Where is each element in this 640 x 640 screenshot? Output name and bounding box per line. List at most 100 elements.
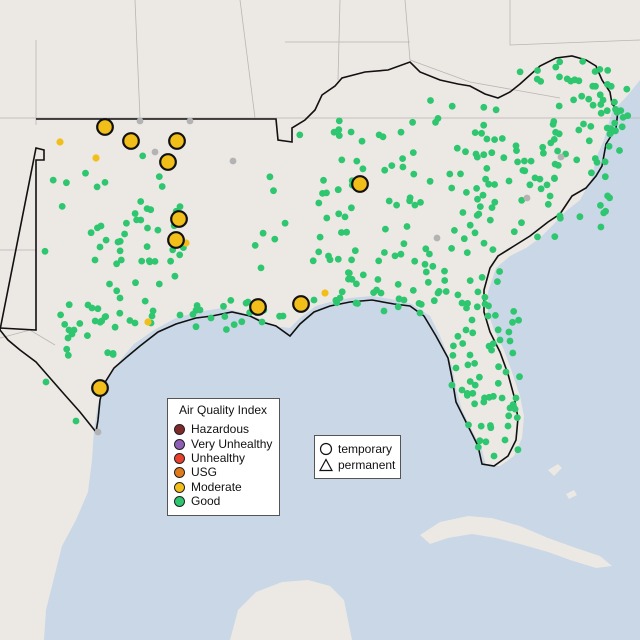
good-monitor[interactable] (617, 107, 625, 114)
good-monitor[interactable] (597, 223, 605, 231)
good-monitor[interactable] (468, 316, 476, 324)
good-monitor[interactable] (82, 169, 89, 177)
no-data-monitor[interactable] (557, 153, 565, 161)
good-monitor[interactable] (348, 204, 355, 212)
good-monitor[interactable] (192, 323, 200, 331)
good-monitor[interactable] (98, 317, 106, 325)
good-monitor[interactable] (76, 320, 84, 327)
good-monitor[interactable] (415, 300, 423, 307)
good-monitor[interactable] (335, 126, 343, 134)
good-monitor[interactable] (393, 201, 400, 209)
good-monitor[interactable] (126, 317, 134, 324)
good-monitor[interactable] (448, 381, 456, 389)
good-monitor[interactable] (334, 186, 342, 194)
good-monitor[interactable] (65, 301, 73, 309)
good-monitor[interactable] (481, 293, 489, 301)
good-monitor[interactable] (359, 165, 367, 173)
good-monitor[interactable] (353, 280, 360, 288)
good-monitor[interactable] (91, 256, 99, 264)
good-monitor[interactable] (491, 198, 499, 206)
good-monitor[interactable] (270, 187, 277, 195)
good-monitor[interactable] (576, 213, 584, 221)
good-monitor[interactable] (426, 177, 434, 185)
no-data-monitor[interactable] (186, 117, 194, 125)
good-monitor[interactable] (442, 288, 450, 295)
good-monitor[interactable] (597, 202, 604, 209)
good-monitor[interactable] (296, 131, 304, 139)
good-monitor[interactable] (84, 332, 91, 339)
good-monitor[interactable] (463, 249, 471, 256)
good-monitor[interactable] (403, 223, 411, 230)
good-monitor[interactable] (131, 319, 139, 327)
good-monitor[interactable] (588, 169, 595, 177)
good-monitor[interactable] (109, 351, 117, 358)
good-monitor[interactable] (604, 67, 612, 74)
good-monitor[interactable] (485, 302, 492, 310)
good-monitor[interactable] (605, 142, 613, 150)
good-monitor[interactable] (316, 233, 324, 241)
no-data-monitor[interactable] (136, 117, 144, 125)
good-monitor[interactable] (430, 297, 438, 305)
moderate-temporary-monitor[interactable] (168, 132, 186, 150)
good-monitor[interactable] (601, 173, 609, 181)
good-monitor[interactable] (477, 422, 485, 430)
good-monitor[interactable] (483, 165, 491, 172)
good-monitor[interactable] (332, 296, 340, 304)
good-monitor[interactable] (353, 157, 361, 165)
good-monitor[interactable] (515, 316, 522, 324)
good-monitor[interactable] (540, 149, 547, 157)
good-monitor[interactable] (176, 311, 184, 319)
good-monitor[interactable] (589, 101, 597, 109)
good-monitor[interactable] (458, 386, 466, 394)
moderate-temporary-monitor[interactable] (159, 153, 177, 171)
good-monitor[interactable] (448, 245, 455, 252)
good-monitor[interactable] (458, 299, 466, 307)
good-monitor[interactable] (394, 303, 402, 311)
good-monitor[interactable] (123, 219, 130, 227)
good-monitor[interactable] (116, 309, 124, 317)
good-monitor[interactable] (149, 307, 157, 315)
good-monitor[interactable] (167, 257, 175, 265)
good-monitor[interactable] (479, 191, 487, 199)
good-monitor[interactable] (375, 131, 383, 139)
good-monitor[interactable] (460, 235, 468, 243)
good-monitor[interactable] (473, 153, 481, 161)
good-monitor[interactable] (148, 312, 156, 320)
good-monitor[interactable] (259, 229, 267, 237)
good-monitor[interactable] (585, 137, 593, 145)
good-monitor[interactable] (585, 95, 593, 103)
good-monitor[interactable] (486, 216, 494, 224)
good-monitor[interactable] (466, 277, 474, 284)
good-monitor[interactable] (616, 147, 623, 154)
good-monitor[interactable] (145, 257, 153, 265)
good-monitor[interactable] (271, 235, 279, 243)
moderate-temporary-monitor[interactable] (292, 295, 310, 313)
good-monitor[interactable] (606, 130, 614, 138)
good-monitor[interactable] (551, 175, 558, 183)
good-monitor[interactable] (570, 96, 577, 104)
good-monitor[interactable] (131, 210, 139, 217)
good-monitor[interactable] (482, 438, 490, 446)
good-monitor[interactable] (494, 326, 502, 334)
good-monitor[interactable] (449, 352, 457, 359)
good-monitor[interactable] (567, 77, 575, 85)
good-monitor[interactable] (176, 203, 184, 211)
good-monitor[interactable] (579, 58, 587, 65)
good-monitor[interactable] (421, 260, 429, 268)
good-monitor[interactable] (101, 179, 109, 186)
good-monitor[interactable] (63, 345, 71, 353)
good-monitor[interactable] (537, 185, 545, 193)
good-monitor[interactable] (416, 309, 424, 317)
good-monitor[interactable] (518, 219, 525, 227)
good-monitor[interactable] (488, 204, 496, 212)
good-monitor[interactable] (424, 278, 432, 286)
good-monitor[interactable] (543, 181, 551, 189)
good-monitor[interactable] (463, 189, 470, 196)
moderate-temporary-monitor[interactable] (170, 210, 188, 228)
good-monitor[interactable] (380, 307, 388, 315)
good-monitor[interactable] (592, 82, 599, 90)
good-monitor[interactable] (578, 92, 586, 100)
good-monitor[interactable] (338, 288, 346, 296)
good-monitor[interactable] (429, 262, 437, 270)
good-monitor[interactable] (476, 437, 484, 445)
